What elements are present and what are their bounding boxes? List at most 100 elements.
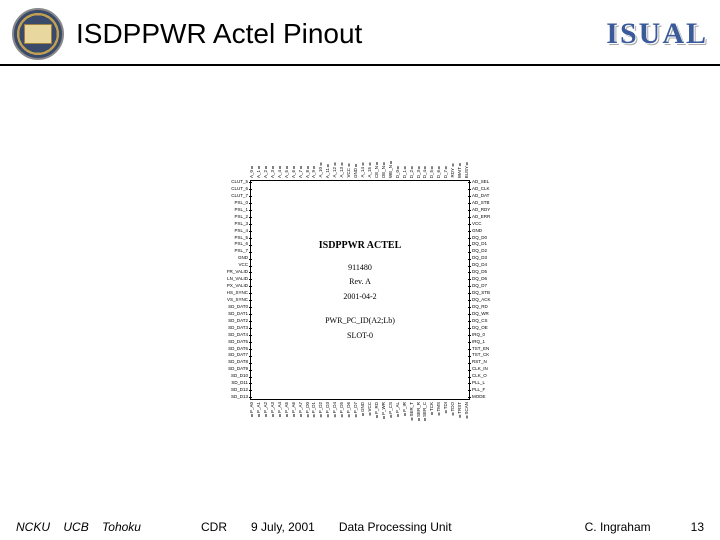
pin-label: PLL_F bbox=[472, 388, 550, 393]
pins-left: CLUT_5CLUT_6CLUT_7PXL_0PXL_1PXL_2PXL_3PX… bbox=[170, 180, 248, 400]
pin-label: CLUT_5 bbox=[170, 180, 248, 185]
pin-label: P_D3 bbox=[326, 402, 331, 413]
footer-page: 13 bbox=[691, 520, 704, 534]
pin-label: SD_DAT8 bbox=[170, 360, 248, 365]
pin-label: DQ_D4 bbox=[472, 263, 550, 268]
pin-label: D_4 bbox=[423, 170, 428, 178]
pin-label: SD_DAT6 bbox=[170, 347, 248, 352]
pin-label: D_1 bbox=[403, 170, 408, 178]
pin-label: TST_CK bbox=[472, 353, 550, 358]
pinout-diagram: ISDPPWR ACTEL 911480 Rev. A 2001-04-2 PW… bbox=[170, 100, 550, 480]
pin-label: A_1 bbox=[257, 170, 262, 178]
pin-label: P_A4 bbox=[278, 402, 283, 413]
pin-label: SD_DAT0 bbox=[170, 305, 248, 310]
pin-label: RDY bbox=[451, 168, 456, 178]
footer-orgs: NCKU UCB Tohoku bbox=[16, 520, 151, 534]
pin-label: P_RD bbox=[375, 402, 380, 414]
pin-label: TST_EN bbox=[472, 347, 550, 352]
pin-label: VCC bbox=[368, 402, 373, 412]
pin-label: IRQ_1 bbox=[472, 340, 550, 345]
pin-label: P_D0 bbox=[306, 402, 311, 413]
chip-name: ISDPPWR ACTEL bbox=[319, 237, 402, 255]
pin-label: DQ_WR bbox=[472, 312, 550, 317]
footer-author: C. Ingraham bbox=[585, 520, 651, 534]
pin-label: DQ_D5 bbox=[472, 270, 550, 275]
pin-label: P_D1 bbox=[312, 402, 317, 413]
pin-label: FR_VALID bbox=[170, 270, 248, 275]
pin-label: VCC bbox=[170, 263, 248, 268]
pin-label: A_7 bbox=[299, 170, 304, 178]
pin-label: VCC bbox=[347, 168, 352, 178]
pin-label: A_6 bbox=[292, 170, 297, 178]
pin-label: P_A2 bbox=[264, 402, 269, 413]
pin-label: BUSY bbox=[465, 166, 470, 178]
chip-slot: SLOT-0 bbox=[347, 329, 373, 343]
pin-label: A_2 bbox=[264, 170, 269, 178]
pin-label: SD_DAT7 bbox=[170, 353, 248, 358]
org-ucb: UCB bbox=[63, 520, 88, 534]
pin-label: P_WR bbox=[382, 402, 387, 415]
pin-label: DQ_D1 bbox=[472, 242, 550, 247]
pin-label: VS_SYNC bbox=[170, 298, 248, 303]
pin-label: A_11 bbox=[326, 168, 331, 178]
footer-unit: Data Processing Unit bbox=[339, 520, 452, 534]
slide-title: ISDPPWR Actel Pinout bbox=[76, 18, 594, 50]
pin-label: DQ_OE bbox=[472, 326, 550, 331]
pin-label: SD_D10 bbox=[170, 374, 248, 379]
pin-label: PLL_L bbox=[472, 381, 550, 386]
pin-label: D_5 bbox=[430, 170, 435, 178]
pin-label: GND bbox=[354, 168, 359, 178]
pin-label: A_4 bbox=[278, 170, 283, 178]
pin-label: P_D6 bbox=[347, 402, 352, 413]
pin-label: AD_STB bbox=[472, 201, 550, 206]
footer-mid: CDR 9 July, 2001 Data Processing Unit bbox=[201, 520, 585, 534]
pin-label: SD_D13 bbox=[170, 395, 248, 400]
pin-label: RST_N bbox=[472, 360, 550, 365]
pin-label: CLK_IN bbox=[472, 367, 550, 372]
footer-date: 9 July, 2001 bbox=[251, 520, 315, 534]
pin-label: AD_DAT bbox=[472, 194, 550, 199]
pin-label: DQ_D2 bbox=[472, 249, 550, 254]
pin-label: P_A6 bbox=[292, 402, 297, 413]
pin-label: PXL_1 bbox=[170, 208, 248, 213]
pin-label: P_D4 bbox=[333, 402, 338, 413]
pin-label: MODE bbox=[472, 395, 550, 400]
pin-label: A_8 bbox=[306, 170, 311, 178]
pin-label: GND bbox=[170, 256, 248, 261]
pin-label: AD_SEL bbox=[472, 180, 550, 185]
pin-label: PXL_2 bbox=[170, 215, 248, 220]
pin-label: PXL_0 bbox=[170, 201, 248, 206]
pin-label: P_D2 bbox=[319, 402, 324, 413]
pin-label: HS_SYNC bbox=[170, 291, 248, 296]
pin-label: PXL_6 bbox=[170, 242, 248, 247]
pin-label: DQ_ACK bbox=[472, 298, 550, 303]
pin-label: SCAN bbox=[465, 402, 470, 415]
university-seal-icon bbox=[12, 8, 64, 60]
pin-label: PX_VALID bbox=[170, 284, 248, 289]
pin-label: P_D7 bbox=[354, 402, 359, 413]
pin-label: PXL_4 bbox=[170, 229, 248, 234]
chip-body: ISDPPWR ACTEL 911480 Rev. A 2001-04-2 PW… bbox=[250, 180, 470, 400]
pin-label: SER_C bbox=[423, 402, 428, 417]
pin-label: PXL_5 bbox=[170, 236, 248, 241]
chip-rev: Rev. A bbox=[349, 275, 371, 289]
pin-label: SD_DAT2 bbox=[170, 319, 248, 324]
pin-label: A_5 bbox=[285, 170, 290, 178]
pin-label: A_15 bbox=[368, 167, 373, 178]
pin-label: SD_DAT3 bbox=[170, 326, 248, 331]
pin-label: A_9 bbox=[312, 170, 317, 178]
pin-label: SD_DAT4 bbox=[170, 333, 248, 338]
pin-label: AD_CLK bbox=[472, 187, 550, 192]
pin-label: DQ_D3 bbox=[472, 256, 550, 261]
pin-label: WAIT bbox=[458, 167, 463, 178]
pin-label: DQ_D0 bbox=[472, 236, 550, 241]
pin-label: TMS bbox=[437, 402, 442, 412]
pin-label: SER_R bbox=[417, 402, 422, 417]
pin-label: SD_DAT9 bbox=[170, 367, 248, 372]
header: ISDPPWR Actel Pinout ISUAL bbox=[0, 0, 720, 66]
pin-label: CE_N bbox=[375, 166, 380, 178]
pin-label: D_6 bbox=[437, 170, 442, 178]
pin-label: A_0 bbox=[250, 170, 255, 178]
footer-doc: CDR bbox=[201, 520, 227, 534]
pin-label: A_3 bbox=[271, 170, 276, 178]
